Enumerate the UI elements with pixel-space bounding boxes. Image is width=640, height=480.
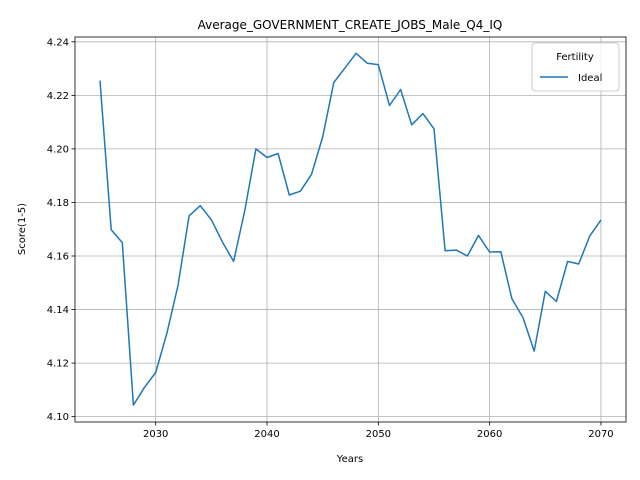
y-tick-label: 4.20	[47, 144, 69, 155]
plot-area	[75, 37, 626, 422]
y-tick-label: 4.10	[47, 412, 69, 423]
series-line-ideal	[99, 52, 602, 406]
x-axis-label: Years	[336, 454, 363, 465]
grid-lines	[75, 37, 626, 422]
plot-frame	[74, 36, 627, 423]
x-tick-label: 2060	[477, 429, 502, 440]
y-tick-label: 4.22	[47, 91, 69, 102]
y-tick-label: 4.14	[47, 305, 69, 316]
axis-ticks: 2030 2040 2050 2060 2070 4.10 4.12 4.14 4.16 4.18…	[47, 37, 614, 440]
y-tick-label: 4.18	[47, 198, 69, 209]
legend-entry-ideal: Ideal	[578, 73, 602, 84]
y-tick-label: 4.12	[47, 359, 69, 370]
legend-box	[531, 42, 620, 92]
x-tick-label: 2040	[254, 429, 279, 440]
y-tick-label: 4.24	[47, 37, 69, 48]
x-tick-label: 2070	[588, 429, 613, 440]
legend-title: Fertility	[556, 52, 594, 63]
chart-title: Average_GOVERNMENT_CREATE_JOBS_Male_Q4_I…	[198, 18, 503, 32]
legend: Fertility Ideal	[531, 42, 620, 92]
x-tick-label: 2050	[366, 429, 391, 440]
x-tick-label: 2030	[143, 429, 168, 440]
y-axis-label: Score(1-5)	[17, 203, 28, 255]
y-tick-label: 4.16	[47, 252, 69, 263]
